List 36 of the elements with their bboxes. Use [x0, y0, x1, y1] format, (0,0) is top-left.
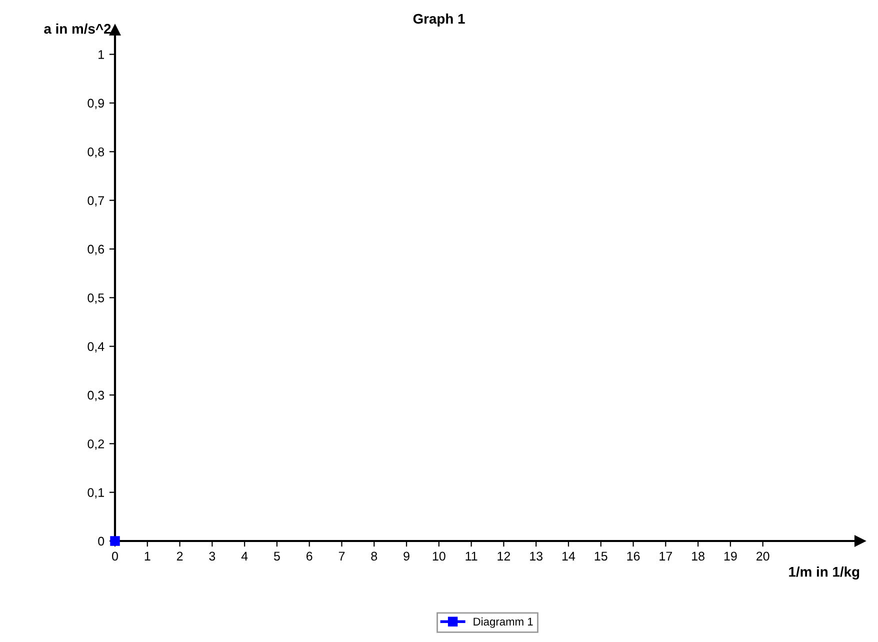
y-tick-label: 0,7 [88, 196, 104, 206]
x-tick-label: 14 [562, 552, 576, 560]
y-axis-title: a in m/s^2 [44, 24, 111, 34]
x-tick-label: 9 [404, 552, 410, 561]
x-tick-label: 0 [112, 552, 118, 561]
x-tick-label: 20 [756, 552, 770, 561]
x-tick-label: 2 [176, 552, 183, 560]
x-tick-label: 1 [144, 552, 150, 560]
x-tick-label: 7 [338, 552, 345, 560]
y-tick-label: 0,9 [88, 98, 104, 110]
y-tick-label: 0,5 [88, 293, 104, 304]
y-tick-label: 0 [98, 536, 104, 546]
y-tick-label: 0,6 [88, 244, 104, 256]
y-tick-label: 0,3 [88, 390, 104, 402]
chart-title: Graph 1 [413, 14, 465, 26]
x-tick-label: 10 [432, 552, 446, 561]
y-tick-label: 0,1 [88, 488, 104, 498]
x-tick-label: 11 [466, 552, 478, 560]
y-tick-label: 0,2 [88, 439, 104, 450]
x-tick-label: 3 [209, 552, 216, 561]
x-tick-label: 4 [241, 552, 248, 560]
x-tick-label: 15 [594, 552, 608, 561]
x-tick-label: 6 [306, 552, 312, 561]
x-tick-label: 5 [274, 552, 280, 561]
x-tick-label: 19 [724, 552, 737, 561]
x-tick-label: 16 [627, 552, 640, 561]
legend-label: Diagramm 1 [474, 617, 533, 628]
x-tick-label: 12 [498, 552, 510, 560]
y-tick-label: 0,8 [88, 147, 104, 158]
x-tick-label: 18 [692, 552, 704, 561]
x-axis-title: 1/m in 1/kg [789, 566, 860, 580]
x-tick-label: 13 [530, 552, 542, 561]
y-tick-label: 0,4 [88, 342, 104, 352]
x-tick-label: 17 [660, 552, 672, 560]
y-tick-label: 1 [98, 50, 104, 59]
x-tick-label: 8 [371, 552, 378, 561]
